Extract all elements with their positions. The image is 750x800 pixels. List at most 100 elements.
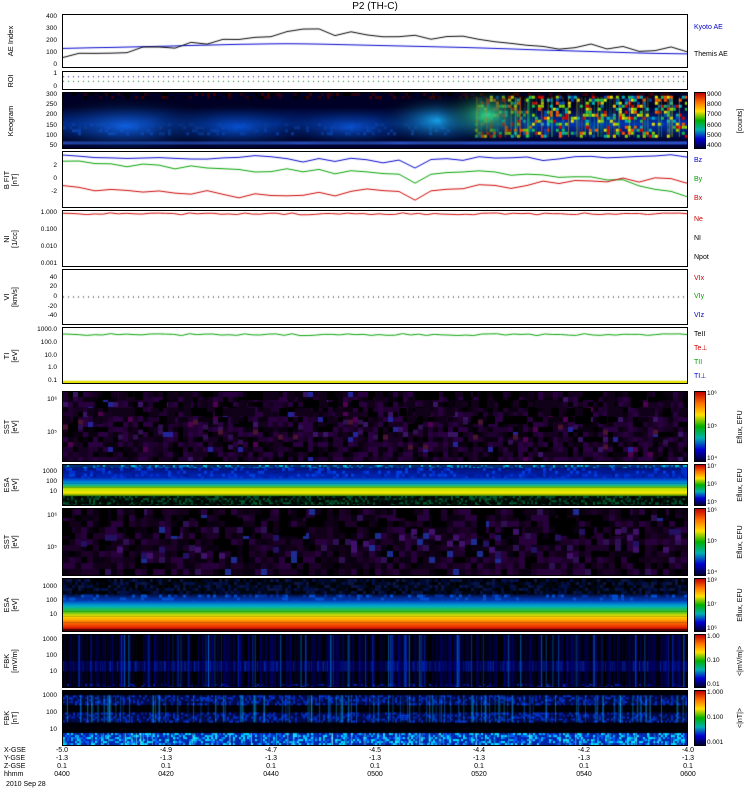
colorbar-unit-text: Eflux, EFU [737, 525, 744, 559]
colorbar-tick: 10⁶ [707, 625, 717, 632]
axis-unit-text: [eV] [10, 419, 19, 434]
fbk-e-axis-title: FBK [mV/m] [0, 634, 22, 688]
colorbar-tick: 8000 [707, 101, 722, 109]
y-tick: 20 [49, 283, 57, 291]
legend-viz: VIz [694, 312, 705, 320]
y-tick: 10 [49, 488, 57, 496]
bfit-legend: Bz By Bx [694, 151, 748, 208]
y-tick: 10⁵ [47, 428, 57, 436]
y-tick: 150 [46, 121, 57, 129]
y-tick: 10 [49, 668, 57, 676]
legend-npot: Npot [694, 254, 709, 261]
legend-te-perp: Te⊥ [694, 344, 708, 352]
y-tick: 1.0 [47, 364, 57, 372]
ti-yticks: 1000.0 100.0 10.0 1.0 0.1 [22, 326, 60, 384]
fbk-b-axis-title: FBK [nT] [0, 690, 22, 746]
vi-axis-title: VI [km/s] [0, 269, 22, 325]
footer-value: -1.3 [681, 755, 695, 762]
sst-electron-spectrogram [63, 509, 687, 575]
colorbar-tick: 0.100 [707, 714, 724, 721]
fbk-b-colorbar-ticks: 1.000 0.100 0.001 [707, 689, 733, 746]
footer-value: 0.1 [370, 763, 380, 770]
legend-vix: VIx [694, 274, 705, 282]
ni-legend: Ne NI Npot [694, 210, 748, 267]
date-label: 2010 Sep 28 [6, 781, 46, 788]
sst-ion-colorbar [694, 391, 706, 462]
vi-yticks: 40 20 0 -20 -40 [22, 273, 60, 320]
panel-esa-electron: ESA [eV] 1000 100 10 10⁸ 10⁷ 10⁶ Eflux, E… [0, 577, 750, 632]
footer-value: -4.5 [368, 747, 382, 754]
colorbar-tick: 1.000 [707, 689, 724, 696]
colorbar-tick: 10⁶ [707, 481, 717, 488]
fbk-e-yticks: 1000 100 10 [22, 636, 60, 676]
panel-sst-ion: SST [eV] 10⁶ 10⁵ 10⁶ 10⁵ 10⁴ Eflux, EFU [0, 390, 750, 462]
roi-yticks: 1 0 [22, 70, 60, 90]
bfit-plot-area [62, 151, 688, 208]
footer-value: 0.1 [683, 763, 693, 770]
panel-fbk-e: FBK [mV/m] 1000 100 10 1.00 0.10 0.01 <|m… [0, 633, 750, 688]
y-tick: 10⁵ [47, 543, 57, 551]
y-tick: 250 [46, 101, 57, 109]
footer-value: -1.3 [264, 755, 278, 762]
axis-unit-text: [km/s] [10, 287, 19, 307]
colorbar-tick: 0.10 [707, 657, 720, 664]
footer-value: 0.1 [266, 763, 276, 770]
y-tick: 0 [53, 292, 57, 300]
time-tick: 0400 [54, 771, 70, 778]
footer-value: -1.3 [472, 755, 486, 762]
panel-roi: ROI 1 0 [0, 70, 750, 90]
y-tick: 0.001 [40, 260, 57, 267]
fbk-e-colorbar [694, 634, 706, 688]
bfit-yticks: 2 0 -2 [22, 162, 60, 195]
colorbar-tick: 10⁸ [707, 577, 717, 584]
time-tick: 0540 [576, 771, 592, 778]
legend-ti-par: TII [694, 359, 703, 367]
y-tick: 10⁶ [47, 395, 57, 403]
keogram-yticks: 300 250 200 150 100 50 [22, 91, 60, 149]
y-tick: 40 [49, 273, 57, 281]
axis-unit-text: [nT] [10, 711, 19, 725]
y-tick: 100 [46, 131, 57, 139]
colorbar-tick: 10⁵ [707, 422, 717, 430]
time-tick: 0500 [367, 771, 383, 778]
footer-row-x-gse: X-GSE -5.0 -4.9 -4.7 -4.5 -4.4 -4.2 -4.0 [0, 747, 750, 755]
colorbar-tick: 1.00 [707, 633, 720, 640]
y-tick: -40 [47, 312, 57, 320]
y-tick: 0.1 [47, 377, 57, 384]
colorbar-tick: 5000 [707, 131, 722, 139]
colorbar-tick: 9000 [707, 91, 722, 98]
axis-unit-text: [eV] [10, 535, 19, 549]
y-tick: 10⁶ [47, 512, 57, 520]
esa-electron-colorbar-unit: Eflux, EFU [733, 578, 749, 632]
ae-line-chart [63, 15, 687, 67]
vi-line-chart [63, 270, 687, 324]
esa-electron-colorbar [694, 578, 706, 632]
panel-ti: TI [eV] 1000.0 100.0 10.0 1.0 0.1 TeII Te… [0, 326, 750, 384]
footer-row-z-gse: Z-GSE 0.1 0.1 0.1 0.1 0.1 0.1 0.1 [0, 763, 750, 771]
footer-value: -1.3 [159, 755, 173, 762]
footer-value: -4.0 [681, 747, 695, 754]
y-tick: 100 [46, 652, 57, 660]
y-tick: 1.000 [40, 209, 57, 216]
footer-value: -4.4 [472, 747, 486, 754]
fbk-e-colorbar-unit: <|mV/m|> [733, 634, 749, 688]
ni-plot-area [62, 210, 688, 267]
sst-electron-axis-title: SST [eV] [0, 508, 22, 576]
footer-value: 0.1 [579, 763, 589, 770]
sst-ion-spectrogram [63, 392, 687, 461]
colorbar-tick: 7000 [707, 111, 722, 119]
fbk-e-plot-area [62, 634, 688, 688]
axis-unit-text: [eV] [10, 348, 19, 363]
keogram-spectrogram [63, 93, 687, 148]
fbk-b-colorbar [694, 690, 706, 746]
page-title: P2 (TH-C) [352, 1, 398, 12]
panel-fbk-b: FBK [nT] 1000 100 10 1.000 0.100 0.001 <|… [0, 689, 750, 746]
vi-plot-area [62, 269, 688, 325]
colorbar-tick: 10⁶ [707, 507, 717, 514]
esa-electron-plot-area [62, 578, 688, 632]
esa-electron-yticks: 1000 100 10 [22, 584, 60, 618]
y-tick: 1000 [42, 468, 57, 476]
y-tick: 1000 [42, 636, 57, 644]
colorbar-tick: 10⁴ [707, 455, 718, 462]
legend-themis-ae: Themis AE [694, 51, 728, 58]
